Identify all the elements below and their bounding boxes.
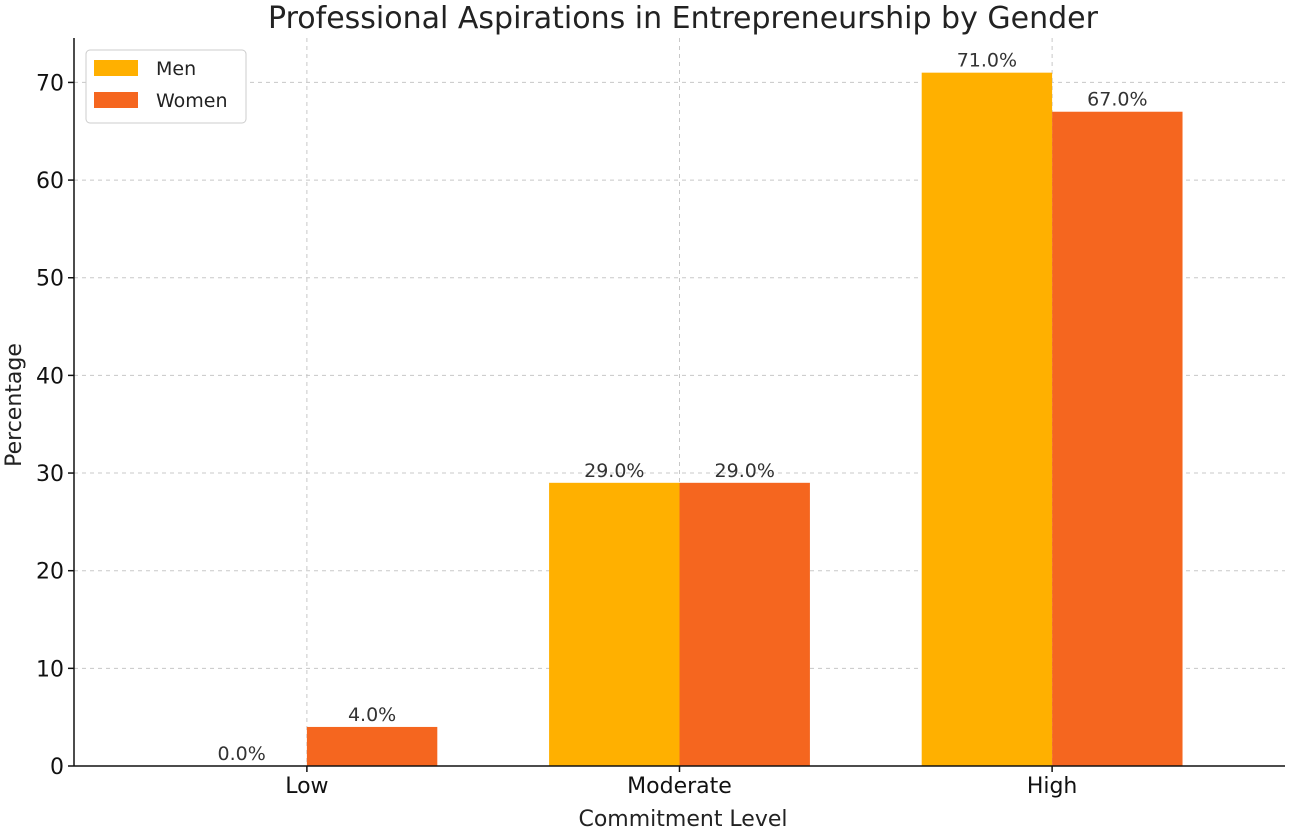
x-tick-label: High: [1027, 774, 1078, 799]
x-tick-label: Low: [285, 774, 328, 799]
data-label: 71.0%: [957, 50, 1017, 72]
legend-swatch-women: [94, 92, 138, 108]
x-tick-label: Moderate: [627, 774, 732, 799]
data-label: 29.0%: [715, 460, 775, 482]
y-tick-label: 60: [36, 169, 64, 194]
y-tick-label: 50: [36, 267, 64, 292]
bar-men-moderate: [549, 482, 680, 766]
data-label: 67.0%: [1087, 89, 1147, 111]
legend-swatch-men: [94, 60, 138, 76]
tick-labels: 0 10 20 30 40 50 60 70 Low Moderate High: [36, 71, 1077, 799]
data-label: 0.0%: [218, 743, 266, 765]
y-tick-label: 40: [36, 364, 64, 389]
bar-women-moderate: [679, 482, 810, 766]
x-axis-label: Commitment Level: [578, 807, 787, 829]
y-axis-label: Percentage: [2, 343, 27, 467]
bar-women-high: [1052, 111, 1183, 766]
bars: [306, 72, 1183, 766]
data-label: 4.0%: [348, 704, 396, 726]
axes: [68, 38, 1285, 772]
y-tick-label: 30: [36, 462, 64, 487]
y-tick-label: 20: [36, 560, 64, 585]
data-label: 29.0%: [584, 460, 644, 482]
bar-women-low: [306, 726, 438, 766]
legend-label-women: Women: [156, 90, 228, 112]
y-tick-label: 0: [50, 755, 64, 780]
legend: Men Women: [85, 49, 247, 124]
data-labels: 0.0% 29.0% 71.0% 4.0% 29.0% 67.0%: [218, 50, 1148, 765]
chart-title: Professional Aspirations in Entrepreneur…: [268, 1, 1099, 36]
y-tick-label: 70: [36, 71, 64, 96]
y-tick-label: 10: [36, 657, 64, 682]
bar-men-high: [921, 72, 1053, 766]
legend-label-men: Men: [156, 58, 196, 80]
